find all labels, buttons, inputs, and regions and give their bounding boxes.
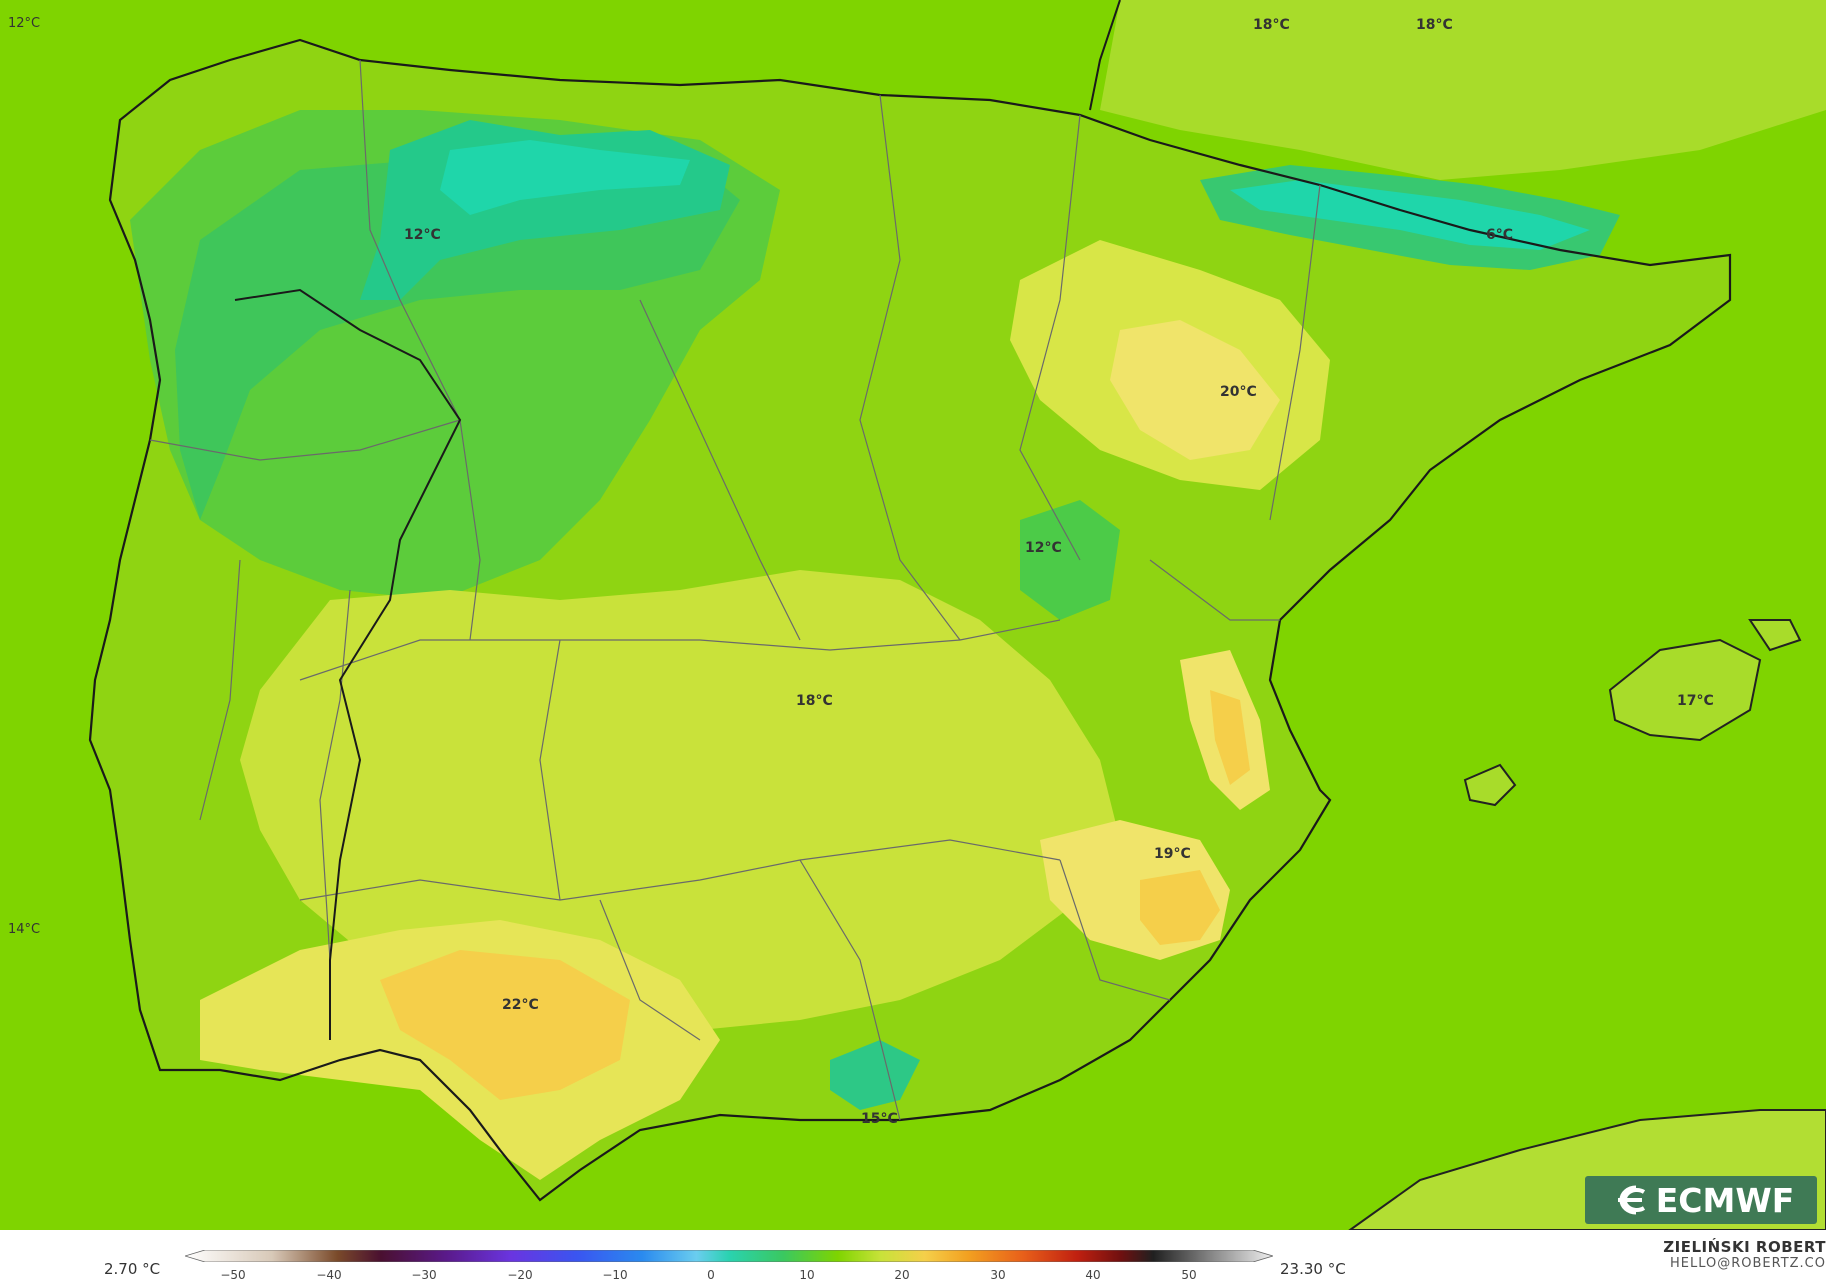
- ecmwf-logo-text: ECMWF: [1655, 1180, 1795, 1220]
- temp-label-iberian-system: 12°C: [1025, 540, 1062, 556]
- murcia-hot-zone: [1140, 870, 1220, 945]
- scale-max-value: 23.30 °C: [1280, 1260, 1346, 1278]
- valencia-hot-zone: [1210, 690, 1250, 785]
- scale-tick: −40: [316, 1268, 342, 1282]
- temp-label-cantabrian: 12°C: [404, 227, 441, 243]
- region-boundaries: [149, 59, 1321, 1121]
- iberia-coastline: [88, 38, 1732, 1202]
- temp-label-north-france-2: 18°C: [1416, 17, 1453, 33]
- central-plateau-zone: [240, 570, 1120, 1030]
- temperature-colorbar: [185, 1250, 1273, 1262]
- scale-tick: 0: [707, 1268, 715, 1282]
- guadalquivir-hot-zone: [380, 950, 630, 1100]
- temp-label-sierra-nevada: 15°C: [861, 1111, 898, 1127]
- ecmwf-logo-icon: [1617, 1185, 1645, 1215]
- scale-tick: 40: [1085, 1268, 1101, 1282]
- temp-label-mallorca: 17°C: [1677, 693, 1714, 709]
- temp-label-atlantic: 14°C: [8, 922, 41, 937]
- temperature-map: 12°C 18°C 18°C 12°C 6°C 20°C 12°C 18°C 1…: [0, 0, 1826, 1230]
- ebro-valley-warm-zone: [1110, 320, 1280, 460]
- temp-label-north-france-1: 18°C: [1253, 17, 1290, 33]
- portugal-spain-border: [234, 288, 462, 1040]
- scale-tick: 50: [1181, 1268, 1197, 1282]
- scale-tick: −20: [507, 1268, 533, 1282]
- sierra-nevada-cold-zone: [830, 1040, 920, 1110]
- temp-label-central: 18°C: [796, 693, 833, 709]
- scale-tick: 20: [894, 1268, 910, 1282]
- cantabrian-coldest-zone: [440, 140, 690, 215]
- colorbar-gradient: [185, 1250, 1273, 1262]
- author-name: ZIELIŃSKI ROBERT: [1663, 1238, 1826, 1256]
- menorca-island: [1748, 619, 1802, 652]
- temp-label-murcia: 19°C: [1154, 846, 1191, 862]
- iberian-system-cool-zone: [1020, 500, 1120, 620]
- scale-tick: −50: [220, 1268, 246, 1282]
- galicia-cold-zone: [175, 150, 740, 520]
- pyrenees-coldest-zone: [1230, 180, 1590, 250]
- france-coastline: [1089, 0, 1121, 111]
- temp-label-pyrenees: 6°C: [1486, 227, 1514, 243]
- scale-tick: −10: [602, 1268, 628, 1282]
- france-warm-zone: [1100, 0, 1826, 180]
- scale-min-value: 2.70 °C: [104, 1260, 161, 1278]
- ecmwf-logo: ECMWF: [1585, 1176, 1817, 1224]
- author-credit: ZIELIŃSKI ROBERT HELLO@ROBERTZ.CO: [1663, 1238, 1826, 1271]
- scale-tick: 30: [990, 1268, 1006, 1282]
- temp-label-nw-sea: 12°C: [8, 16, 41, 31]
- mallorca-island: [1608, 638, 1762, 742]
- author-email: HELLO@ROBERTZ.CO: [1669, 1256, 1826, 1271]
- temp-label-ebro: 20°C: [1220, 384, 1257, 400]
- scale-tick: −30: [411, 1268, 437, 1282]
- temp-label-guadalquivir: 22°C: [502, 997, 539, 1013]
- ibiza-island: [1463, 763, 1517, 807]
- map-canvas: [88, 0, 1826, 1230]
- scale-tick: 10: [799, 1268, 815, 1282]
